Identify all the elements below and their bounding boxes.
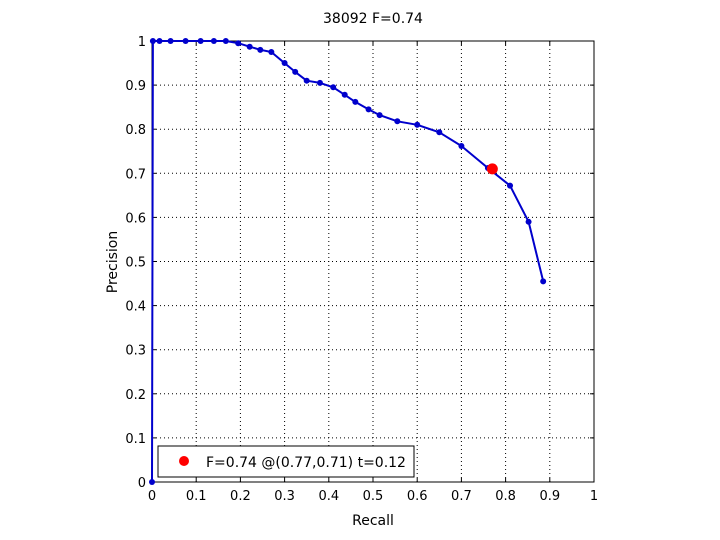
data-point <box>525 218 532 225</box>
x-tick-label: 0.1 <box>186 489 207 504</box>
x-tick-labels: 0 0.1 0.2 0.3 0.4 0.5 0.6 0.7 0.8 0.9 1 <box>148 489 598 504</box>
data-point <box>330 84 337 91</box>
x-tick-label: 0 <box>148 489 156 504</box>
y-tick-labels: 0 0.1 0.2 0.3 0.4 0.5 0.6 0.7 0.8 0.9 1 <box>125 35 146 491</box>
data-point <box>210 38 217 44</box>
y-tick-label: 0.6 <box>125 211 146 226</box>
y-axis-label: Precision <box>105 231 121 293</box>
data-point <box>197 38 204 44</box>
best-point-group <box>486 163 498 175</box>
x-tick-label: 0.4 <box>318 489 339 504</box>
data-point <box>376 112 383 119</box>
data-point <box>507 182 514 189</box>
data-point <box>540 278 547 285</box>
data-point <box>222 38 229 44</box>
data-point <box>303 77 310 84</box>
data-point <box>156 38 163 44</box>
x-tick-label: 0.5 <box>363 489 384 504</box>
y-tick-label: 0.3 <box>125 344 146 359</box>
data-point <box>414 121 421 128</box>
y-tick-label: 0.7 <box>125 167 146 182</box>
data-point <box>246 43 253 50</box>
x-tick-label: 0.2 <box>230 489 251 504</box>
best-f-point <box>486 163 498 175</box>
data-point <box>149 479 155 485</box>
data-point <box>292 68 299 75</box>
data-point <box>235 40 242 47</box>
x-tick-label: 1 <box>590 489 598 504</box>
chart-title: 38092 F=0.74 <box>323 11 423 27</box>
x-axis-label: Recall <box>352 513 394 529</box>
x-tick-label: 0.7 <box>451 489 472 504</box>
grid-lines <box>152 41 594 482</box>
data-point <box>281 60 288 67</box>
legend-box: F=0.74 @(0.77,0.71) t=0.12 <box>157 445 415 478</box>
data-point <box>365 106 372 113</box>
y-tick-label: 0 <box>138 476 146 491</box>
y-tick-label: 0.2 <box>125 388 146 403</box>
x-tick-label: 0.6 <box>407 489 428 504</box>
data-point <box>182 38 189 44</box>
x-tick-label: 0.3 <box>274 489 295 504</box>
legend-frame <box>157 445 415 478</box>
y-tick-label: 0.5 <box>125 256 146 271</box>
y-tick-label: 0.8 <box>125 123 146 138</box>
data-point <box>394 118 401 125</box>
data-point <box>167 38 174 44</box>
data-point <box>316 79 323 86</box>
y-tick-label: 0.1 <box>125 432 146 447</box>
y-tick-label: 1 <box>138 35 146 50</box>
data-point <box>352 98 359 105</box>
data-point <box>436 129 443 136</box>
legend-marker <box>179 456 189 466</box>
data-point <box>149 38 156 44</box>
series-group <box>149 38 547 485</box>
data-point <box>458 142 465 149</box>
data-point <box>341 91 348 98</box>
data-point <box>257 46 264 53</box>
x-tick-label: 0.8 <box>495 489 516 504</box>
legend-entry-label: F=0.74 @(0.77,0.71) t=0.12 <box>206 455 406 471</box>
data-point <box>268 49 275 56</box>
y-tick-label: 0.9 <box>125 79 146 94</box>
y-tick-label: 0.4 <box>125 300 146 315</box>
x-tick-label: 0.9 <box>539 489 560 504</box>
